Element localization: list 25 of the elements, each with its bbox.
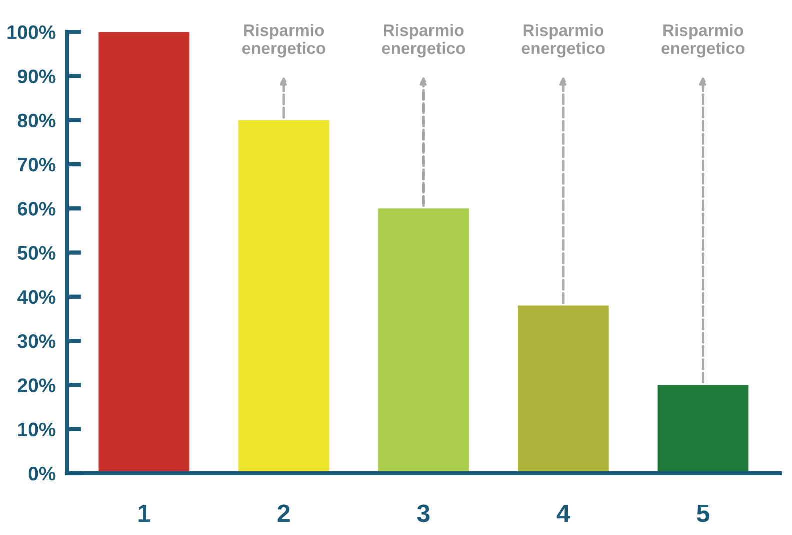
x-tick-label: 5 — [697, 504, 710, 522]
annotation: Risparmio energetico — [242, 24, 326, 58]
y-tick-label: 100% — [8, 26, 56, 40]
x-tick-label: 2 — [278, 504, 290, 522]
x-tick-label: 1 — [138, 504, 150, 522]
annotation: Risparmio energetico — [662, 24, 745, 58]
x-tick-label: 4 — [556, 504, 570, 522]
bar — [518, 306, 609, 474]
y-tick-label: 50% — [18, 246, 56, 260]
y-tick-label: 10% — [18, 422, 56, 437]
annotation: Risparmio energetico — [382, 24, 466, 58]
bar — [378, 208, 470, 474]
y-tick-label: 70% — [18, 158, 56, 172]
y-tick-label: 0% — [28, 466, 56, 481]
y-tick-label: 60% — [18, 202, 56, 216]
bar — [238, 120, 330, 474]
y-tick-label: 80% — [18, 114, 56, 128]
annotation: Risparmio energetico — [522, 24, 605, 58]
x-tick-label: 3 — [417, 504, 430, 522]
y-tick-label: 30% — [18, 334, 56, 348]
bar — [658, 385, 749, 474]
bar — [98, 32, 190, 474]
y-tick-label: 40% — [18, 290, 56, 304]
y-tick-label: 20% — [18, 378, 56, 392]
y-tick-label: 90% — [18, 70, 56, 84]
